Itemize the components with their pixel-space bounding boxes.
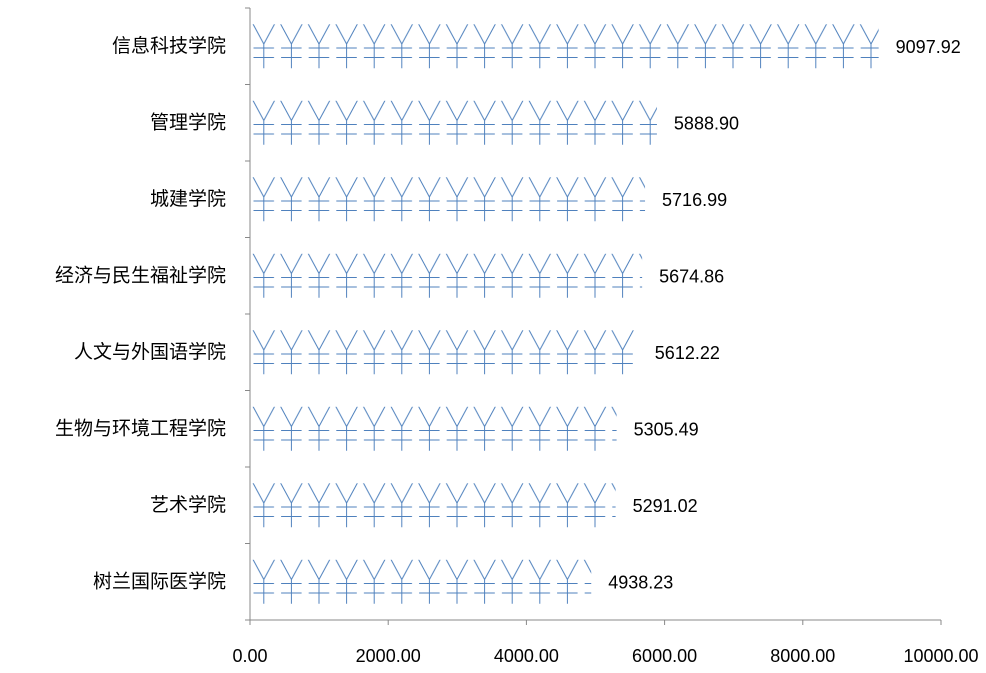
value-label: 5291.02 (633, 496, 698, 516)
value-label: 4938.23 (608, 573, 673, 593)
bar (250, 483, 616, 528)
value-label: 9097.92 (896, 37, 961, 57)
bar (250, 24, 879, 69)
value-label: 5716.99 (662, 190, 727, 210)
y-tick-label: 城建学院 (150, 188, 226, 210)
bar (250, 177, 646, 222)
value-label: 5888.90 (674, 114, 739, 134)
x-tick-label: 4000.00 (494, 646, 559, 666)
bar (250, 330, 638, 375)
x-tick-label: 10000.00 (903, 646, 978, 666)
value-label: 5674.86 (659, 267, 724, 287)
y-tick-label: 信息科技学院 (112, 35, 226, 57)
x-tick-label: 8000.00 (770, 646, 835, 666)
bar (250, 100, 657, 145)
value-label: 5612.22 (655, 343, 720, 363)
y-tick-label: 艺术学院 (150, 494, 226, 516)
x-tick-label: 2000.00 (356, 646, 421, 666)
bar (250, 253, 643, 298)
y-tick-label: 经济与民生福祉学院 (55, 264, 226, 286)
x-tick-label: 0.00 (232, 646, 267, 666)
value-label: 5305.49 (634, 420, 699, 440)
y-tick-label: 管理学院 (150, 111, 226, 133)
y-tick-label: 生物与环境工程学院 (55, 417, 226, 439)
bar (250, 559, 592, 604)
x-tick-label: 6000.00 (632, 646, 697, 666)
bar (250, 406, 617, 451)
y-tick-label: 人文与外国语学院 (74, 341, 226, 363)
y-tick-label: 树兰国际医学院 (93, 570, 226, 592)
